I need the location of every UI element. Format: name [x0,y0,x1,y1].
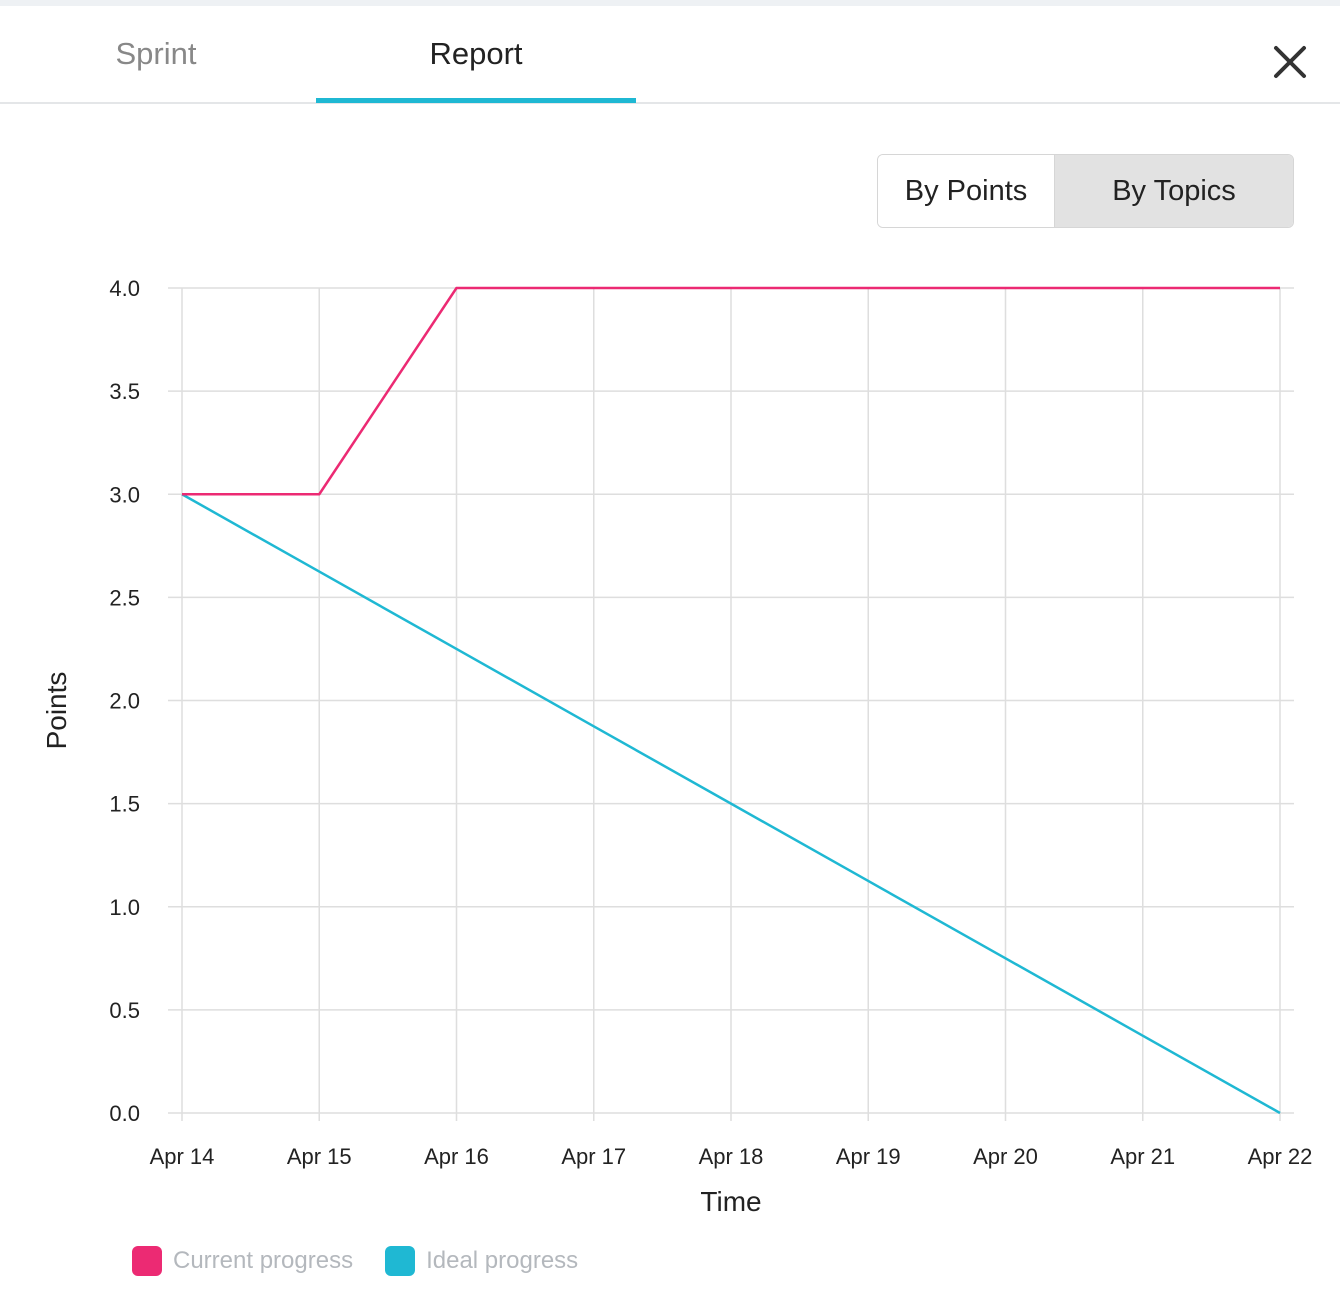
y-tick-label: 0.0 [109,1101,140,1126]
close-icon [1274,46,1306,78]
y-tick-label: 3.0 [109,482,140,507]
ideal-progress-line [181,493,1281,1115]
legend-item-ideal[interactable]: Ideal progress [385,1246,578,1276]
tab-sprint[interactable]: Sprint [115,36,197,71]
x-tick-label: Apr 20 [973,1144,1038,1169]
view-toggle: By Points By Topics [877,154,1294,228]
y-tick-label: 2.0 [109,689,140,714]
legend-swatch-ideal [385,1246,416,1276]
legend-item-current[interactable]: Current progress [132,1246,353,1276]
x-tick-label: Apr 15 [287,1144,352,1169]
chart-legend: Current progress Ideal progress [132,1246,610,1276]
active-tab-indicator [316,98,636,103]
by-points-button[interactable]: By Points [878,155,1055,227]
x-axis-title: Time [700,1186,761,1217]
y-tick-label: 3.5 [109,379,140,404]
x-tick-label: Apr 21 [1110,1144,1175,1169]
top-strip [0,0,1340,6]
legend-swatch-current [132,1246,162,1276]
x-tick-label: Apr 22 [1248,1144,1313,1169]
x-tick-label: Apr 16 [424,1144,489,1169]
tab-report[interactable]: Report [429,36,523,71]
close-button[interactable] [1266,38,1314,86]
x-tick-label: Apr 18 [699,1144,764,1169]
y-axis-title: Points [41,672,72,750]
x-tick-label: Apr 17 [561,1144,626,1169]
current-progress-line [182,286,1280,496]
y-tick-label: 4.0 [109,276,140,301]
y-tick-label: 2.5 [109,585,140,610]
tab-bar: Sprint Report [0,6,1340,104]
x-tick-label: Apr 19 [836,1144,901,1169]
x-tick-label: Apr 14 [150,1144,215,1169]
burndown-chart: 0.0 0.5 1.0 1.5 2.0 2.5 3.0 3.5 4.0 Apr 14 Apr 15 A… [41,276,1313,1217]
legend-label-current: Current progress [173,1247,354,1274]
legend-label-ideal: Ideal progress [426,1247,579,1274]
by-topics-button[interactable]: By Topics [1055,155,1293,227]
y-tick-label: 1.0 [109,895,140,920]
y-tick-label: 0.5 [109,998,140,1023]
y-tick-label: 1.5 [109,792,140,817]
